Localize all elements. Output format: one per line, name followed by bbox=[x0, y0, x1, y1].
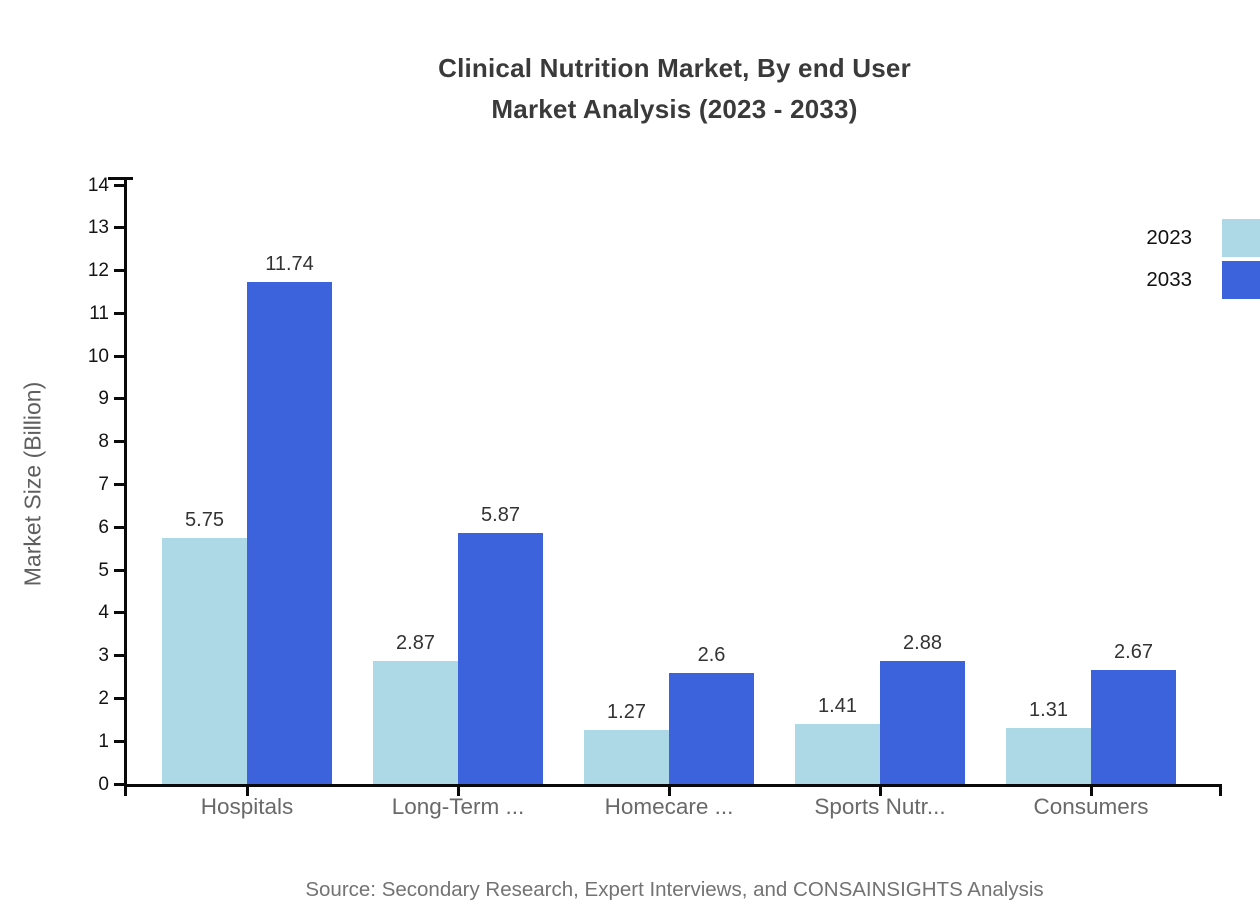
x-tick bbox=[878, 787, 882, 796]
y-tick-label: 12 bbox=[87, 260, 109, 282]
bar-2023-consumers bbox=[1006, 727, 1091, 784]
bar-2033-long-term bbox=[458, 532, 543, 784]
category-label-hospitals: Hospitals bbox=[200, 794, 294, 819]
x-axis-end-tick bbox=[1219, 787, 1222, 796]
y-tick-label: 0 bbox=[98, 773, 109, 795]
x-tick bbox=[1089, 787, 1093, 796]
category-label-consumers: Consumers bbox=[1033, 794, 1149, 819]
value-label-2033-hospitals: 11.74 bbox=[265, 252, 314, 275]
y-tick-label: 5 bbox=[98, 559, 109, 581]
y-tick bbox=[114, 654, 124, 658]
x-tick bbox=[667, 787, 671, 796]
bar-2023-sports-nutr bbox=[795, 723, 880, 784]
y-tick-label: 9 bbox=[98, 388, 109, 410]
y-tick-label: 10 bbox=[87, 345, 109, 367]
y-tick bbox=[114, 311, 124, 315]
value-label-2023-consumers: 1.31 bbox=[1029, 698, 1068, 721]
bar-2033-sports-nutr bbox=[880, 660, 965, 784]
bar-2033-hospitals bbox=[247, 281, 332, 784]
y-tick-label: 1 bbox=[98, 730, 109, 752]
y-tick bbox=[114, 183, 124, 187]
category-label-homecare: Homecare ... bbox=[604, 794, 734, 819]
x-tick bbox=[456, 787, 460, 796]
y-tick bbox=[114, 696, 124, 700]
y-tick-label: 8 bbox=[98, 431, 109, 453]
legend-swatch-2023 bbox=[1222, 219, 1260, 257]
legend: 2023 2033 bbox=[1146, 219, 1260, 299]
bar-2023-long-term bbox=[373, 661, 458, 784]
bar-2033-consumers bbox=[1091, 669, 1176, 784]
y-tick bbox=[114, 739, 124, 743]
y-tick-label: 7 bbox=[98, 474, 109, 495]
value-label-2033-consumers: 2.67 bbox=[1114, 640, 1153, 663]
y-tick bbox=[114, 354, 124, 358]
chart-title-line2: Market Analysis (2023 - 2033) bbox=[491, 94, 858, 124]
y-tick bbox=[114, 568, 124, 572]
y-tick-label: 4 bbox=[98, 602, 109, 624]
source-note: Source: Secondary Research, Expert Inter… bbox=[305, 878, 1044, 901]
value-label-2023-long-term: 2.87 bbox=[396, 632, 435, 655]
y-axis-title: Market Size (Billion) bbox=[19, 381, 46, 587]
legend-item-2033: 2033 bbox=[1146, 261, 1260, 299]
chart-title-line1: Clinical Nutrition Market, By end User bbox=[438, 53, 911, 83]
legend-swatch-2033 bbox=[1222, 261, 1260, 299]
category-label-long-term: Long-Term ... bbox=[391, 794, 525, 819]
value-label-2033-long-term: 5.87 bbox=[481, 503, 520, 526]
y-axis-top-cap bbox=[108, 177, 133, 180]
y-tick bbox=[114, 782, 124, 786]
y-tick bbox=[114, 525, 124, 529]
x-axis-end-tick bbox=[124, 787, 127, 796]
legend-label: 2023 bbox=[1146, 226, 1192, 249]
bar-2033-homecare bbox=[669, 672, 754, 784]
value-label-2033-homecare: 2.6 bbox=[697, 643, 726, 666]
bar-2023-homecare bbox=[584, 729, 669, 784]
y-tick-label: 2 bbox=[98, 687, 109, 709]
y-tick-label: 13 bbox=[87, 217, 109, 239]
value-label-2033-sports-nutr: 2.88 bbox=[903, 631, 942, 654]
y-tick-label: 14 bbox=[87, 174, 109, 196]
y-tick-label: 11 bbox=[89, 302, 109, 324]
legend-item-2023: 2023 bbox=[1146, 219, 1260, 257]
y-tick bbox=[114, 483, 124, 486]
y-axis-line bbox=[124, 177, 127, 787]
value-label-2023-sports-nutr: 1.41 bbox=[818, 694, 857, 717]
category-label-sports-nutr: Sports Nutr... bbox=[814, 794, 946, 819]
plot-area: 0 1 2 3 4 5 6 7 8 9 10 11 12 13 14 Hospitals 5.75 11.74 Lo… bbox=[88, 176, 1222, 819]
y-tick bbox=[114, 440, 124, 444]
bar-2023-hospitals bbox=[162, 537, 247, 784]
chart-title: Clinical Nutrition Market, By end User M… bbox=[127, 48, 1222, 130]
y-tick-label: 3 bbox=[98, 645, 109, 667]
y-tick bbox=[114, 611, 124, 615]
y-tick bbox=[114, 397, 124, 401]
x-axis-line bbox=[124, 784, 1222, 787]
value-label-2023-hospitals: 5.75 bbox=[185, 508, 224, 531]
y-tick-label: 6 bbox=[98, 516, 109, 538]
y-tick bbox=[114, 269, 124, 273]
legend-label: 2033 bbox=[1146, 268, 1192, 291]
value-label-2023-homecare: 1.27 bbox=[607, 700, 646, 723]
y-tick bbox=[114, 226, 124, 230]
x-tick bbox=[245, 787, 249, 796]
